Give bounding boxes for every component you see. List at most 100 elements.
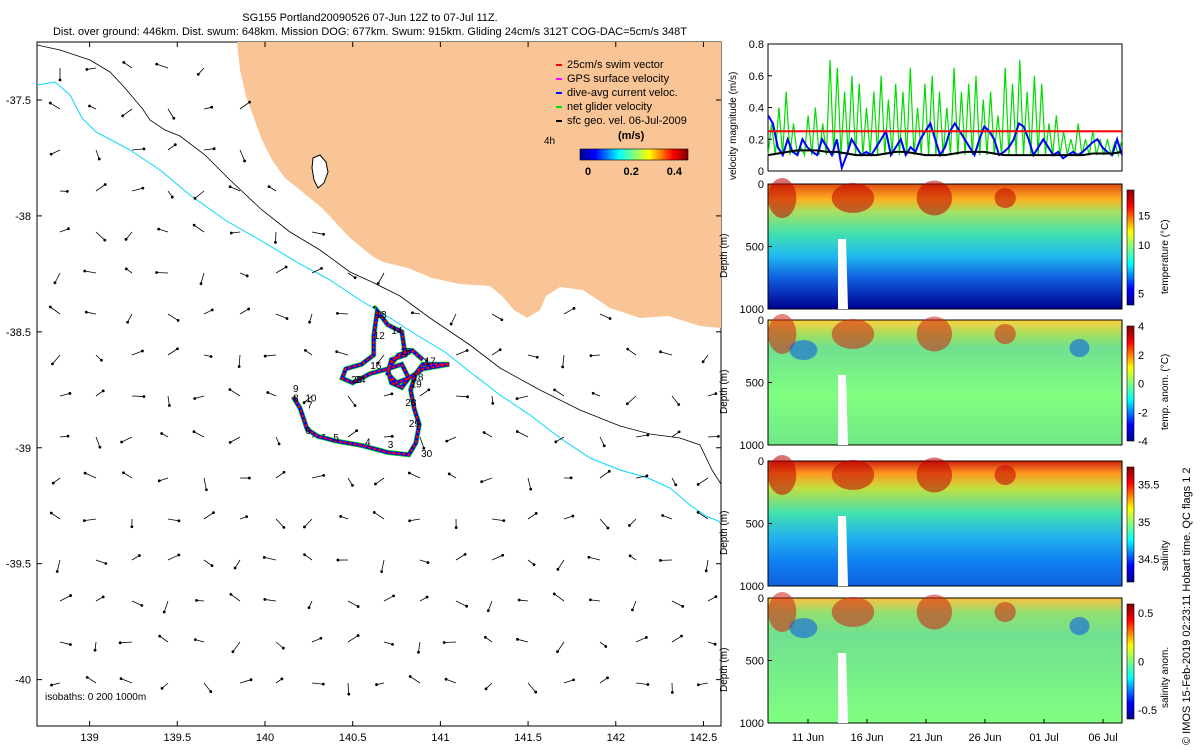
section-feature-cold [1069,617,1090,635]
geo-arrow [167,395,170,406]
track-label: 13 [375,310,387,321]
geo-arrow [409,518,421,522]
geo-arrow-head [674,483,678,487]
geo-arrow [419,389,430,397]
geo-arrow-head [281,646,285,650]
geo-arrow [419,436,425,449]
geo-arrow [203,148,215,151]
geo-arrow [50,102,61,110]
geo-arrow-head [351,484,354,487]
geo-arrow-head [103,183,107,186]
geo-arrow [374,512,385,520]
geo-arrow-head [561,365,565,369]
geo-arrow-head [122,61,126,64]
geo-arrow [131,600,142,606]
geo-arrow [84,270,97,274]
track-label: 3 [388,440,394,451]
geo-arrow [410,676,421,684]
geo-arrow-head [170,195,174,199]
section-data-gap [838,653,848,723]
geo-arrow-head [572,678,575,682]
section-feature [916,316,953,352]
map-y-tick-label: -38 [15,211,31,223]
geo-arrow-head [85,675,89,679]
section-x-tick-label: 21 Jun [909,732,942,744]
geo-arrow [635,475,647,479]
map-x-tick-label: 142.5 [690,732,718,744]
geo-arrow [51,682,61,686]
geo-arrow-head [97,157,101,161]
section-colorbar-tick: 34.5 [1138,554,1159,566]
map-y-tick-label: -37.5 [6,95,31,107]
map-panel: 139 139.5 140 140.5 141 141.5 142 142.5 -37.5-3… [6,41,722,744]
geo-arrow-head [66,434,70,438]
geostrophic-arrows [48,61,720,696]
geo-arrow [311,268,322,274]
map-legend: 25cm/s swim vector GPS surface velocity di… [556,59,687,127]
geo-arrow-head [274,240,277,244]
map-x-tick-label: 142 [607,732,625,744]
geo-arrow-head [172,116,176,120]
geo-arrow-head [631,608,634,612]
geo-arrow [554,593,565,602]
section-x-tick-label: 26 Jun [968,732,1001,744]
geo-arrow [158,228,169,233]
geo-arrow-head [103,238,107,242]
geo-arrow-head [205,488,208,492]
geo-arrow-head [51,362,54,366]
geo-arrow [487,600,493,611]
geo-arrow-head [157,479,161,483]
geo-arrow [193,431,205,438]
geo-arrow [159,635,169,643]
geo-arrow-head [104,562,108,565]
geo-arrow-head [498,348,502,352]
geo-arrow [562,354,565,367]
geo-arrow-head [335,350,339,354]
section-ylabel: Depth (m) [719,511,730,555]
geo-arrow-head [625,402,629,406]
geo-arrow-head [427,388,431,392]
geo-arrow [707,436,719,438]
geo-arrow-head [535,355,539,359]
geo-arrow-head [210,105,214,109]
geo-arrow [671,600,683,607]
geo-arrow-head [50,683,53,687]
geo-arrow-head [572,306,576,310]
geo-arrow [671,635,682,643]
geo-arrow [375,477,385,485]
section-colorbar-tick: 2 [1138,350,1144,362]
section-colorbar [1126,189,1135,306]
geo-arrow [267,392,277,397]
geo-arrow [203,559,213,566]
geo-arrow-head [158,634,162,638]
geo-arrow-head [392,594,395,598]
section-feature-cold [1069,339,1090,357]
geo-arrow [383,595,394,602]
geo-arrow [167,518,179,522]
geo-arrow [627,348,637,356]
geo-arrow [239,308,249,315]
section-ylabel: Depth (m) [719,234,730,278]
geo-arrow-head [556,567,560,571]
geo-arrow [599,518,609,529]
geo-arrow [120,678,133,684]
geo-arrow [59,393,71,397]
geo-arrow [95,390,104,397]
geo-arrow [707,596,717,602]
section-y-tick-label: 500 [746,378,764,390]
map-y-tick-label: -39 [15,443,31,455]
chart-subtitle: Dist. over ground: 446km. Dist. swum: 64… [52,26,688,38]
geo-arrow [304,518,313,528]
track-label: 28 [405,398,417,409]
geo-arrow-head [425,595,429,599]
track-label: 14 [391,326,403,337]
geo-arrow [347,477,353,486]
geo-arrow-head [701,360,705,364]
geo-arrow-head [480,480,484,484]
geo-arrow [491,349,501,356]
geo-arrow-head [229,593,233,596]
section-y-tick-label: 1000 [740,440,764,452]
geo-arrow-head [263,598,267,601]
